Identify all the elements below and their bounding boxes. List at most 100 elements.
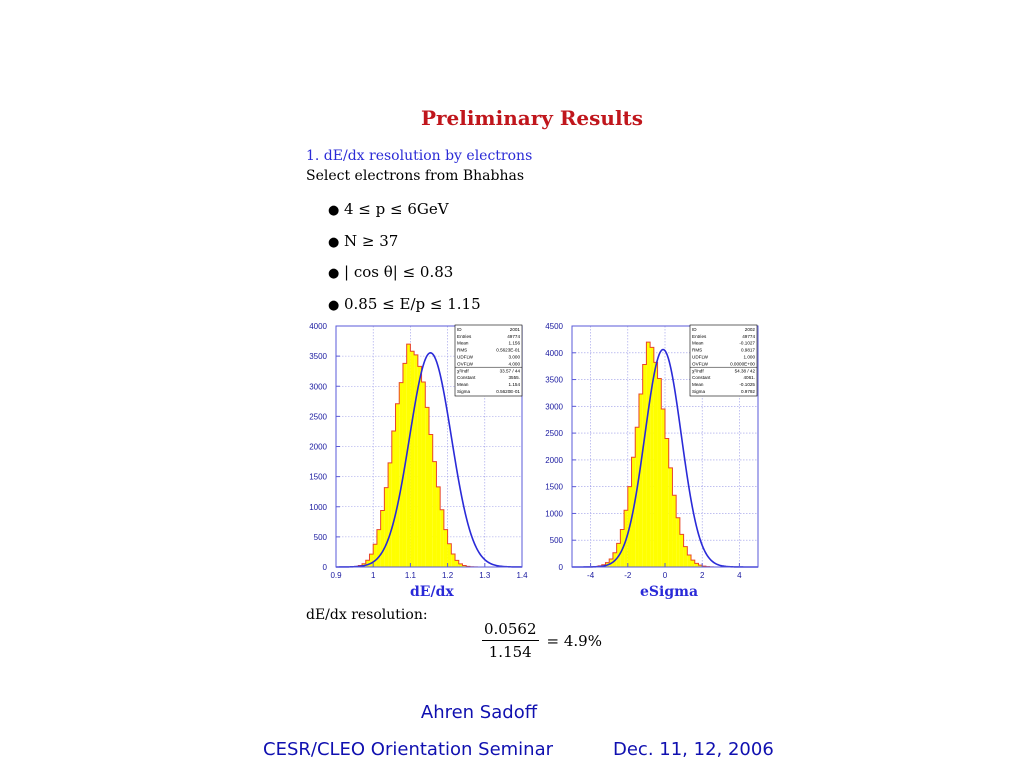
dedx-bar <box>436 486 441 567</box>
esigma-bar <box>676 517 680 567</box>
footer-event: CESR/CLEO Orientation Seminar <box>263 739 554 760</box>
esigma-bar <box>694 563 699 567</box>
esigma-bar <box>668 467 673 567</box>
dedx-bar <box>417 366 422 567</box>
esigma-stat-value: 4061. <box>744 375 756 380</box>
dedx-y-tick-label: 1500 <box>309 473 327 482</box>
dedx-bar <box>447 543 452 567</box>
esigma-bar <box>638 394 643 567</box>
dedx-stat-value: 1.156 <box>509 341 521 346</box>
dedx-y-tick-label: 2500 <box>309 412 327 421</box>
dedx-y-tick-label: 2000 <box>309 443 327 452</box>
resolution-label: dE/dx resolution: <box>306 607 428 623</box>
bullet-icon: ● <box>328 266 340 281</box>
esigma-bar <box>679 534 684 567</box>
section-heading: 1. dE/dx resolution by electrons <box>306 148 533 164</box>
dedx-histogram-chart: 0 500 1000 1500 2000 2500 3000 3500 4000 0.9 1 1.1 1… <box>300 322 536 584</box>
dedx-stat-label: Mean <box>457 341 469 346</box>
esigma-histogram-chart: 0 500 1000 1500 2000 2500 3000 3500 4000 4500 -4 -2… <box>535 322 767 584</box>
bullet-icon: ● <box>328 203 340 218</box>
esigma-bar <box>650 347 654 567</box>
esigma-bar <box>642 364 647 567</box>
selection-cuts-list: ● 4 ≤ p ≤ 6GeV ● N ≥ 37 ● | cos θ| ≤ 0.83 ●… <box>328 198 481 324</box>
esigma-stat-value: 0.9792 <box>741 389 755 394</box>
esigma-x-tick-label: 2 <box>700 571 705 580</box>
esigma-stat-label: UDFLW <box>692 355 709 360</box>
esigma-x-tick-label: 4 <box>737 571 742 580</box>
formula-result: = 4.9% <box>546 631 602 650</box>
esigma-stat-value: -0.1025 <box>739 382 755 387</box>
esigma-y-tick-label: 1500 <box>545 483 563 492</box>
dedx-y-tick-label: 4000 <box>309 322 327 331</box>
esigma-stat-value: 49774 <box>742 334 755 339</box>
dedx-bar <box>369 554 374 567</box>
esigma-histogram-svg: 0 500 1000 1500 2000 2500 3000 3500 4000 4500 -4 -2… <box>545 322 759 580</box>
dedx-x-tick-label: 1.2 <box>442 571 454 580</box>
dedx-stat-label: χ²/ndf <box>457 368 469 373</box>
bullet-icon: ● <box>328 297 340 313</box>
dedx-bar <box>440 509 444 567</box>
dedx-y-tick-label: 0 <box>323 563 328 572</box>
esigma-bar <box>661 409 665 567</box>
esigma-x-tick-label: 0 <box>663 571 668 580</box>
dedx-stat-value: 0.5620E-01 <box>496 389 520 394</box>
dedx-bar <box>395 403 400 567</box>
cut-momentum: 4 ≤ p ≤ 6GeV <box>344 200 449 218</box>
esigma-bar <box>657 378 662 567</box>
esigma-bar <box>653 362 658 567</box>
esigma-y-tick-label: 1000 <box>545 509 563 518</box>
esigma-stat-box <box>689 324 758 397</box>
esigma-stat-label: Mean <box>692 382 704 387</box>
dedx-bar <box>388 462 392 567</box>
dedx-bar <box>443 529 448 567</box>
dedx-bar <box>391 430 396 567</box>
list-item: ● 4 ≤ p ≤ 6GeV <box>328 198 481 230</box>
dedx-x-tick-label: 1 <box>371 571 376 580</box>
dedx-x-tick-label: 1.4 <box>516 571 528 580</box>
dedx-stat-value: 33.57 / 44 <box>500 368 521 373</box>
esigma-bar <box>683 546 688 567</box>
dedx-bar <box>380 510 385 567</box>
esigma-x-tick-label: -2 <box>624 571 632 580</box>
esigma-stat-label: RMS <box>692 348 702 353</box>
list-item: ● | cos θ| ≤ 0.83 <box>328 261 481 293</box>
footer-date: Dec. 11, 12, 2006 <box>613 739 774 760</box>
esigma-stat-value: 1.000 <box>744 355 756 360</box>
esigma-bar <box>687 554 692 567</box>
esigma-bar <box>646 342 651 567</box>
dedx-y-tick-label: 500 <box>314 533 328 542</box>
esigma-stat-label: Sigma <box>692 389 705 394</box>
dedx-stat-value: 1.154 <box>509 382 521 387</box>
dedx-bar <box>414 354 418 567</box>
fraction-denominator: 1.154 <box>488 643 532 661</box>
esigma-stat-label: Entries <box>692 334 707 339</box>
cut-angle: | cos θ| ≤ 0.83 <box>344 263 454 281</box>
esigma-stat-label: Constant <box>692 375 711 380</box>
dedx-bar <box>432 461 437 567</box>
dedx-bar <box>410 351 415 567</box>
dedx-bar <box>455 560 459 567</box>
esigma-stat-value: 2002 <box>745 327 756 332</box>
esigma-stat-value: 54.38 / 42 <box>735 368 756 373</box>
esigma-x-tick-label: -4 <box>587 571 595 580</box>
dedx-bar <box>421 382 426 567</box>
dedx-stat-label: UDFLW <box>457 355 474 360</box>
dedx-bar <box>462 565 467 567</box>
esigma-y-tick-label: 500 <box>550 536 564 545</box>
selection-description: Select electrons from Bhabhas <box>306 168 525 184</box>
dedx-bar <box>373 544 377 567</box>
dedx-stat-label: Entries <box>457 334 472 339</box>
dedx-bar <box>429 434 433 567</box>
esigma-bar <box>665 438 669 567</box>
esigma-bar <box>691 560 695 567</box>
dedx-bar <box>451 554 456 567</box>
dedx-stat-value: 3555. <box>509 375 521 380</box>
list-item: ● N ≥ 37 <box>328 230 481 262</box>
esigma-y-tick-label: 3000 <box>545 402 563 411</box>
dedx-stat-value: 4.000 <box>509 361 521 366</box>
cut-hits: N ≥ 37 <box>344 231 399 250</box>
esigma-stat-value: 0.0000E+00 <box>730 361 755 366</box>
dedx-stat-value: 3.000 <box>509 355 521 360</box>
dedx-y-tick-label: 3000 <box>309 382 327 391</box>
